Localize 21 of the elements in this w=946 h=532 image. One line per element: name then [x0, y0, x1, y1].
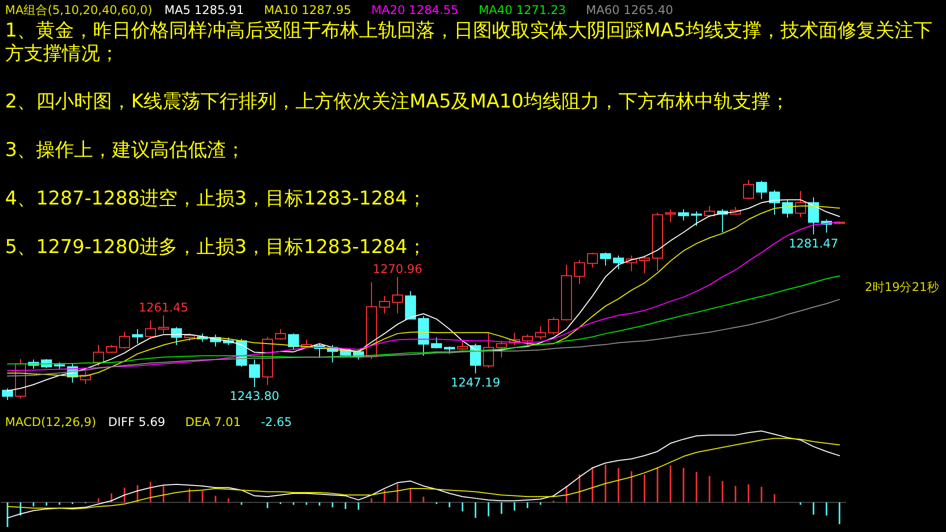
series-name: MA5 1285.91	[164, 3, 244, 17]
annotation: 5、1279-1280进多，止损3，目标1283-1284；	[5, 236, 426, 258]
annotation: 1、黄金，昨日价格同样冲高后受阻于布林上轨回落，日图收取实体大阴回踩MA5均线支撑，技术面修复关注下	[5, 20, 933, 42]
annotation: 2、四小时图，K线震荡下行排列，上方依次关注MA5及MA10均线阻力，下方布林中轨支撑；	[5, 90, 790, 113]
annotation: 2时19分21秒	[864, 280, 939, 294]
series-name: DIFF 5.69	[108, 415, 166, 429]
value-label: 1281.47	[788, 236, 838, 250]
annotation: 方支撑情况；	[5, 42, 119, 64]
value-label: 1270.96	[372, 262, 422, 276]
series-name: MA60 1265.40	[586, 3, 674, 17]
title: MACD(12,26,9)	[5, 415, 96, 429]
annotation: 4、1287-1288进空，止损3，目标1283-1284；	[5, 188, 426, 210]
value-label: 1243.80	[230, 389, 280, 404]
annotation: 3、操作上，建议高估低渣；	[5, 139, 246, 162]
value-label: 1247.19	[450, 375, 500, 390]
title: MA组合(5,10,20,40,60,0)	[5, 3, 152, 17]
series-name: MA40 1271.23	[478, 3, 566, 17]
series-name: DEA 7.01	[185, 415, 241, 429]
series-name: MA20 1284.55	[371, 3, 459, 17]
value-label: 1261.45	[138, 300, 188, 315]
series-name: MA10 1287.95	[264, 3, 352, 17]
